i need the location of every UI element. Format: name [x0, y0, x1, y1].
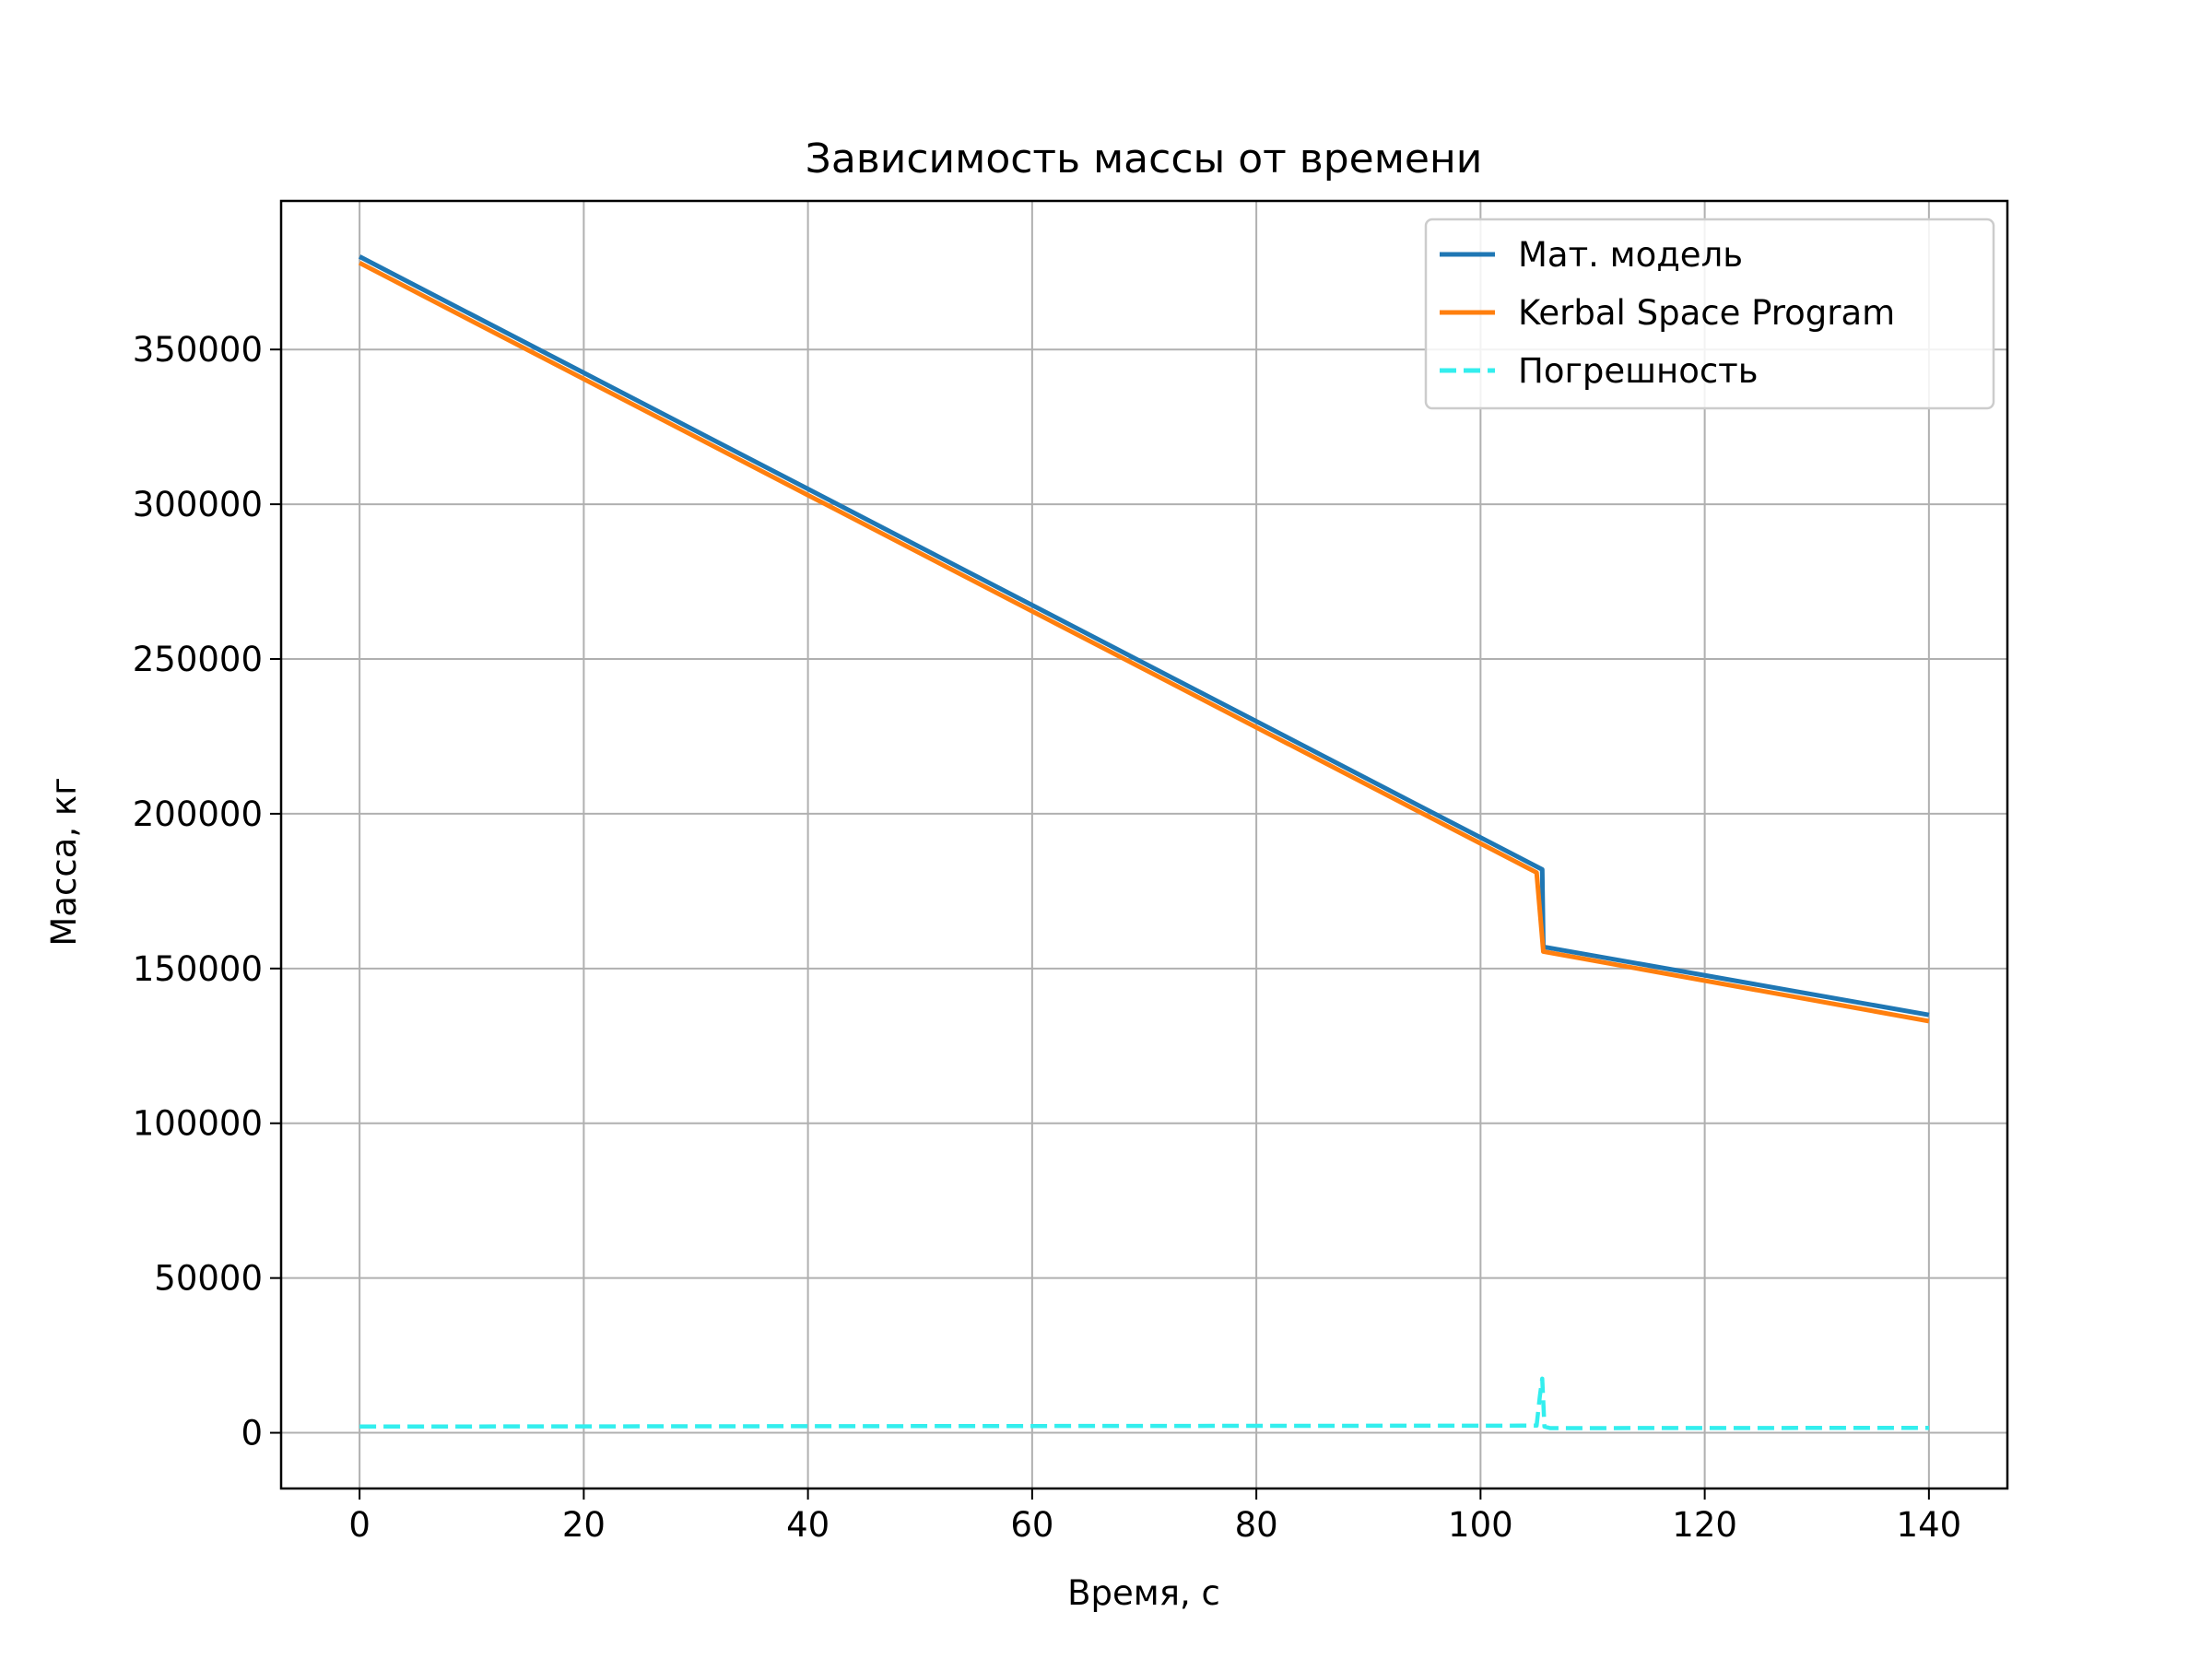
grid [281, 201, 2007, 1488]
x-tick-label: 40 [786, 1505, 830, 1545]
series-line-0 [358, 254, 1930, 1018]
series-layer [358, 254, 1930, 1430]
x-axis-ticks: 0 20 40 60 80 100 120 140 [348, 1488, 1961, 1545]
x-axis-label: Время, с [1067, 1573, 1220, 1613]
y-tick-label: 0 [241, 1414, 263, 1453]
y-tick-label: 350000 [133, 330, 263, 370]
legend-label-1: Kerbal Space Program [1518, 293, 1895, 333]
x-tick-label: 20 [562, 1505, 606, 1545]
y-axis-label: Масса, кг [44, 777, 84, 946]
legend-box [1424, 218, 1995, 410]
y-tick-label: 50000 [154, 1259, 263, 1299]
y-tick-label: 250000 [133, 640, 263, 679]
y-tick-label: 200000 [133, 794, 263, 834]
x-tick-label: 140 [1897, 1505, 1962, 1545]
y-axis-ticks: 0 50000 100000 150000 200000 250000 300000 3500… [133, 330, 281, 1453]
series-line-1 [358, 260, 1930, 1024]
x-tick-label: 80 [1235, 1505, 1278, 1545]
x-tick-label: 0 [348, 1505, 371, 1545]
legend-label-2: Погрешность [1518, 351, 1759, 391]
plot-frame [279, 199, 2009, 1490]
x-tick-label: 120 [1672, 1505, 1737, 1545]
legend: Мат. модель Kerbal Space Program Погрешнос… [1424, 218, 1995, 410]
chart-title: Зависимость массы от времени [806, 135, 1483, 182]
y-tick-label: 150000 [133, 949, 263, 989]
y-tick-label: 300000 [133, 485, 263, 524]
legend-label-0: Мат. модель [1518, 235, 1743, 275]
series-line-2 [359, 1376, 1929, 1430]
x-tick-label: 100 [1448, 1505, 1513, 1545]
x-tick-label: 60 [1010, 1505, 1053, 1545]
y-tick-label: 100000 [133, 1104, 263, 1144]
